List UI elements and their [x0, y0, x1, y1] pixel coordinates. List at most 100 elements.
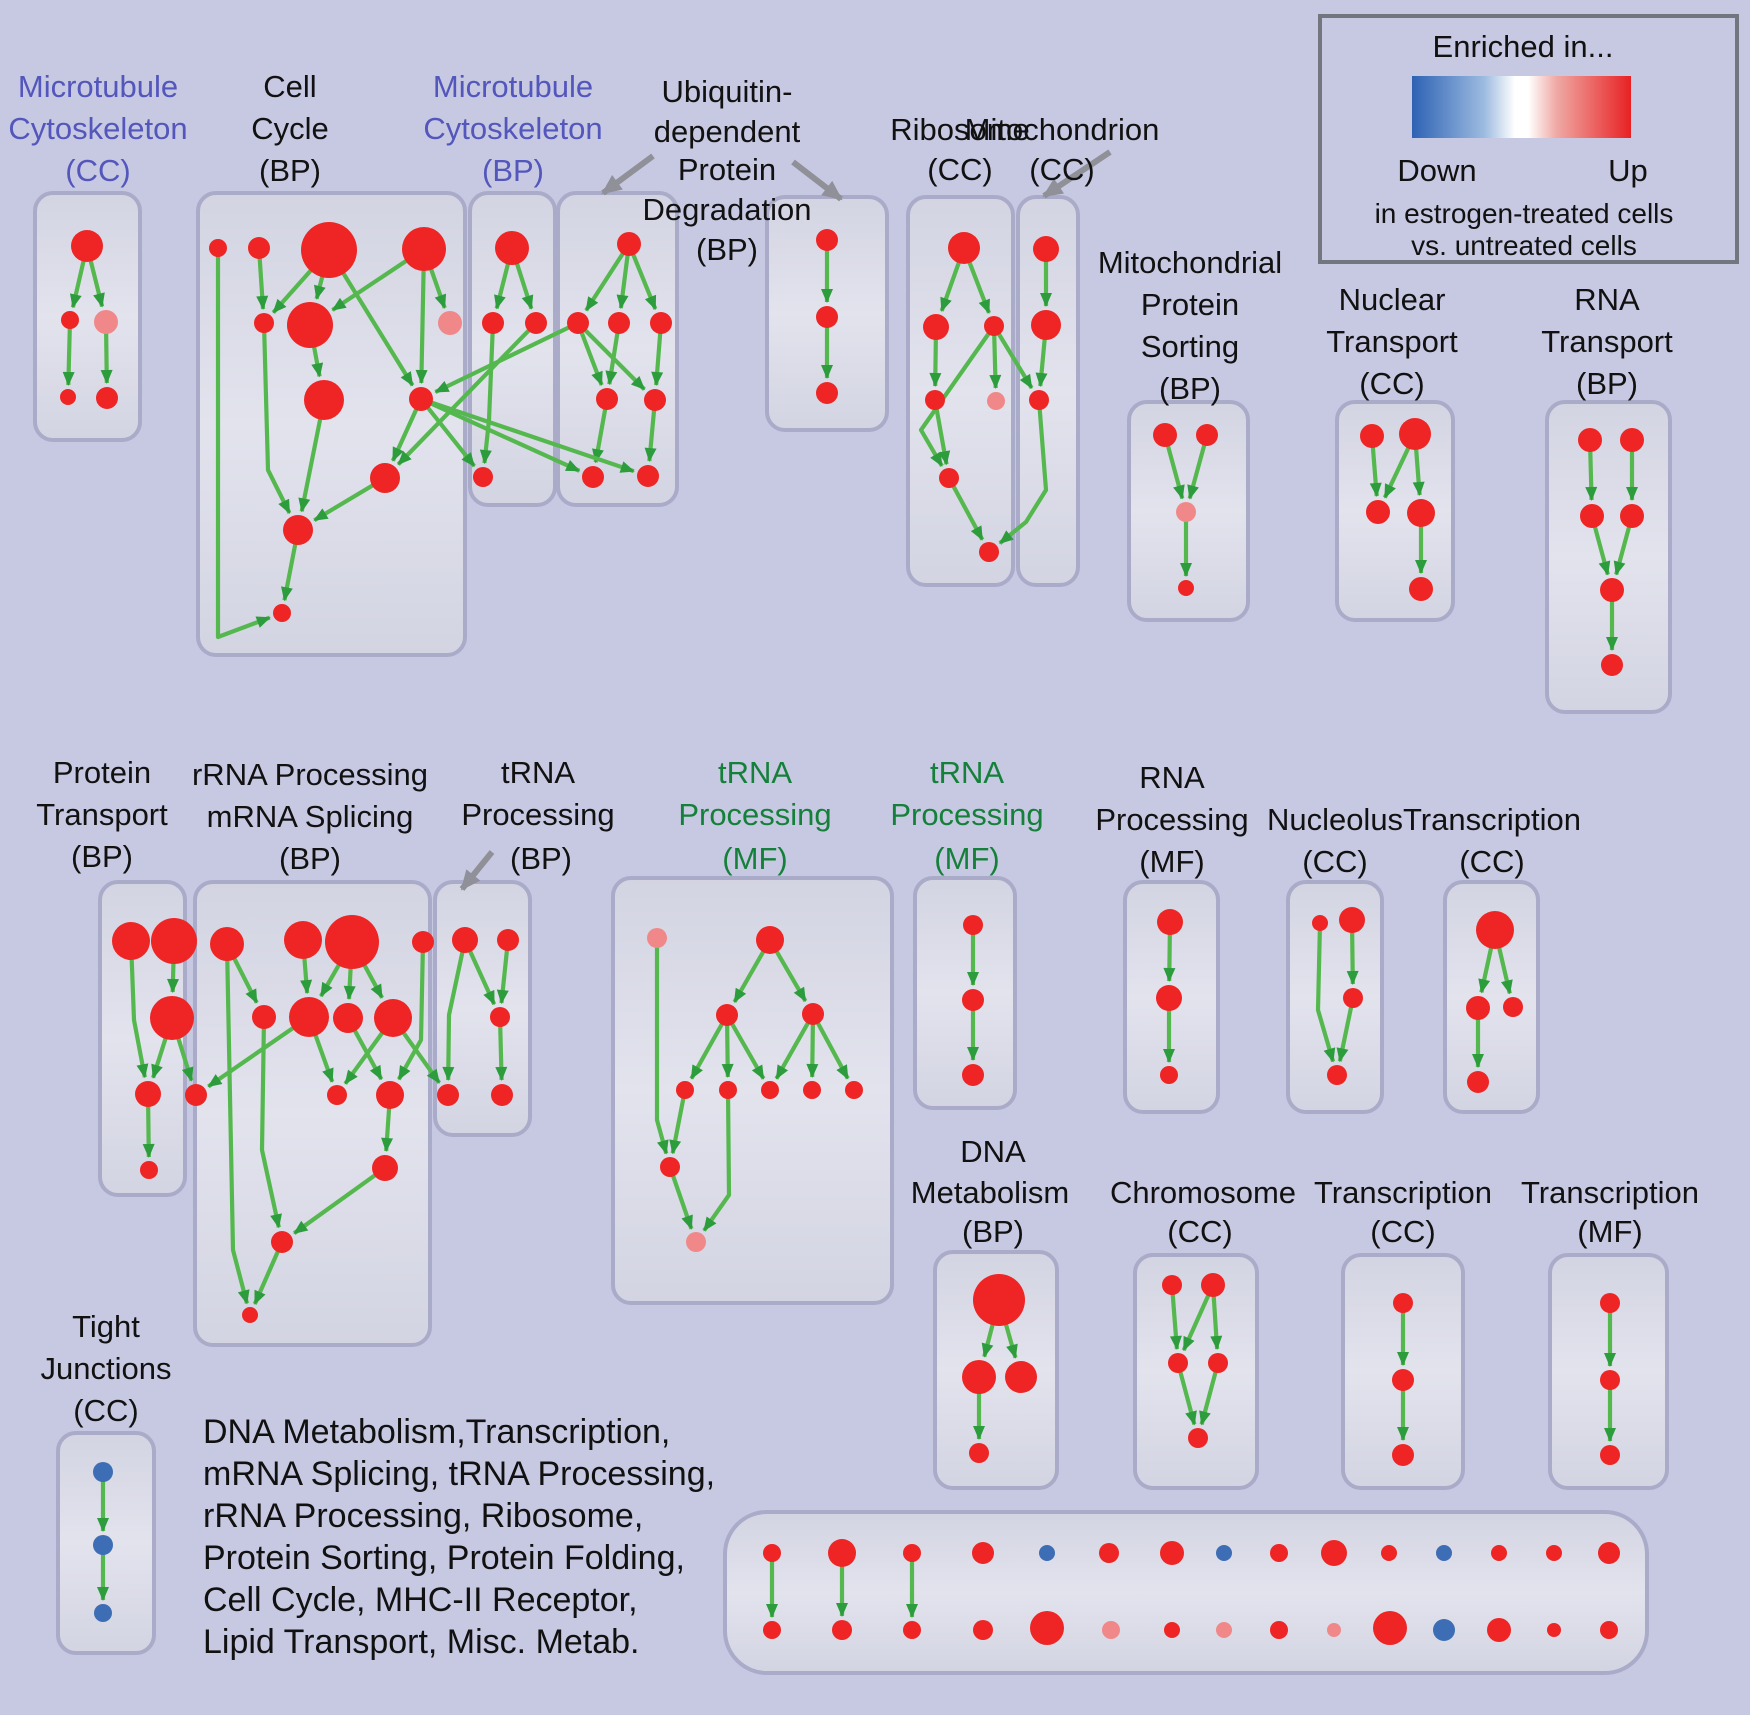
edge-arrow: [668, 1166, 694, 1230]
cluster-label-line: Cycle: [251, 111, 329, 146]
go-term-node: [1160, 1541, 1184, 1565]
go-term-node: [150, 996, 194, 1040]
go-term-node: [1399, 418, 1431, 450]
cluster-label-line: (CC): [1359, 366, 1424, 401]
legend-title: Enriched in...: [1433, 29, 1614, 64]
label-pointer-arrow: [791, 159, 843, 202]
go-term-node: [437, 1084, 459, 1106]
go-term-node: [716, 1004, 738, 1026]
edge-arrow: [261, 322, 292, 514]
go-term-node: [761, 1081, 779, 1099]
edge-arrow: [1175, 1362, 1197, 1426]
cluster-label-line: (BP): [1576, 366, 1638, 401]
go-term-node: [1162, 1275, 1182, 1295]
go-term-node: [248, 237, 270, 259]
go-term-node: [1600, 1621, 1618, 1639]
go-term-node: [660, 1157, 680, 1177]
cluster-box-nuclear-transport-cc: [1335, 400, 1455, 622]
go-term-node: [93, 1462, 113, 1482]
go-term-node: [1467, 1071, 1489, 1093]
go-term-node: [1503, 997, 1523, 1017]
go-term-node: [438, 311, 462, 335]
go-term-node: [686, 1232, 706, 1252]
cluster-label-line: tRNA: [718, 755, 792, 790]
go-term-node: [210, 927, 244, 961]
go-term-node: [1601, 654, 1623, 676]
go-term-node: [1392, 1444, 1414, 1466]
go-term-node: [1600, 1293, 1620, 1313]
cluster-label-line: Transcription: [1521, 1175, 1699, 1210]
cluster-label-line: mRNA Splicing: [207, 799, 414, 834]
cross-cluster-edge-arrow: [396, 321, 538, 466]
edge-arrow: [774, 1012, 815, 1080]
go-term-node: [1321, 1540, 1347, 1566]
cluster-label-line: (BP): [482, 153, 544, 188]
cluster-label-line: (MF): [722, 841, 787, 876]
go-term-node: [1168, 1353, 1188, 1373]
go-term-node: [325, 915, 379, 969]
cluster-label-line: RNA: [1139, 760, 1205, 795]
cross-cluster-edge-arrow: [992, 324, 1034, 390]
go-term-node: [1620, 504, 1644, 528]
go-term-node: [1620, 428, 1644, 452]
edge-arrow: [224, 943, 250, 1305]
cross-cluster-edge-arrow: [419, 397, 476, 468]
go-term-node: [637, 465, 659, 487]
cluster-label-line: Cytoskeleton: [8, 111, 187, 146]
go-term-node: [969, 1443, 989, 1463]
go-term-node: [1156, 985, 1182, 1011]
edge-arrow: [1169, 1284, 1182, 1351]
go-term-node: [816, 229, 838, 251]
cluster-label-line: (CC): [1459, 844, 1524, 879]
go-term-node: [1476, 911, 1514, 949]
go-term-node: [1216, 1545, 1232, 1561]
edge-arrow: [725, 1013, 766, 1080]
edge-arrow: [1315, 922, 1336, 1063]
go-term-node: [94, 1604, 112, 1622]
go-term-node: [94, 310, 118, 334]
go-term-node: [973, 1274, 1025, 1326]
go-term-node: [140, 1161, 158, 1179]
go-term-node: [1208, 1353, 1228, 1373]
go-term-node: [304, 380, 344, 420]
go-term-node: [209, 239, 227, 257]
go-term-node: [1578, 428, 1602, 452]
cluster-label-line: Transcription: [1314, 1175, 1492, 1210]
go-term-node: [903, 1621, 921, 1639]
edge-arrow: [576, 322, 604, 386]
go-term-node: [185, 1084, 207, 1106]
cluster-label-line: (BP): [71, 839, 133, 874]
go-term-node: [60, 389, 76, 405]
cluster-box-misc-terms: [723, 1510, 1649, 1675]
edge-arrow: [62, 319, 75, 387]
go-term-node: [1343, 988, 1363, 1008]
go-term-node: [151, 918, 197, 964]
cluster-box-chromosome-cc: [1133, 1253, 1259, 1490]
cluster-label-line: Chromosome: [1110, 1175, 1296, 1210]
go-term-node: [372, 1155, 398, 1181]
go-term-node: [333, 1003, 363, 1033]
cluster-box-microtubule-cytoskeleton-cc: [33, 191, 142, 442]
go-term-node: [473, 467, 493, 487]
cluster-box-nucleolus-cc: [1286, 880, 1384, 1114]
edge-arrow: [128, 940, 149, 1079]
edge-arrow: [292, 1166, 387, 1235]
go-term-node: [1153, 423, 1177, 447]
cluster-label-line: Transport: [36, 797, 168, 832]
go-term-node: [984, 316, 1004, 336]
edge-arrow: [298, 399, 327, 513]
go-term-node: [273, 604, 291, 622]
go-term-node: [756, 926, 784, 954]
go-term-node: [289, 997, 329, 1037]
go-term-node: [135, 1081, 161, 1107]
go-term-node: [1409, 577, 1433, 601]
edge-arrow: [932, 399, 951, 466]
go-term-node: [402, 227, 446, 271]
edge-arrow: [252, 1241, 284, 1305]
legend-gradient-bar: [1412, 76, 1631, 138]
nodes-layer: [60, 222, 1644, 1645]
go-term-node: [1547, 1623, 1561, 1637]
cluster-label-line: Degradation: [643, 192, 812, 227]
cluster-label-line: Nuclear: [1339, 282, 1446, 317]
go-term-node: [1339, 907, 1365, 933]
